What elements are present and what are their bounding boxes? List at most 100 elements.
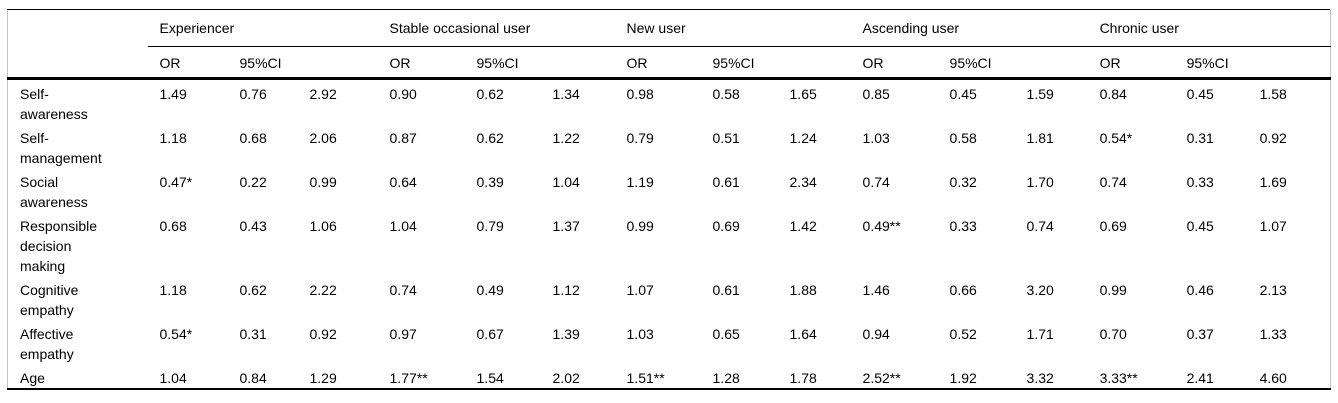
row-label-text: Age: [20, 370, 45, 386]
value-cell: 1.37: [552, 218, 580, 234]
value-cell: 0.61: [712, 282, 740, 298]
value-cell: 1.39: [552, 326, 580, 342]
value-cell: 0.70: [1099, 326, 1127, 342]
row-label-text: Self-awareness: [20, 86, 88, 122]
value-cell: 1.54: [476, 370, 504, 386]
value-cell: 1.04: [389, 218, 417, 234]
value-cell: 0.97: [389, 326, 417, 342]
value-cell: 1.58: [1259, 86, 1287, 102]
value-cell: 2.22: [309, 282, 337, 298]
value-cell: 3.33**: [1099, 370, 1138, 386]
row-label: Affective empathy: [8, 320, 148, 364]
paper-page: Experiencer Stable occasional user New use…: [7, 9, 1331, 390]
value-cell: 1.70: [1026, 174, 1054, 190]
value-cell: 0.22: [239, 174, 267, 190]
value-cell: 1.81: [1026, 130, 1054, 146]
value-cell: 0.79: [476, 218, 504, 234]
row-label-text: Social awareness: [20, 174, 88, 210]
value-cell: 2.06: [309, 130, 337, 146]
value-cell: 0.87: [389, 130, 417, 146]
value-cell: 0.58: [949, 130, 977, 146]
value-cell: 2.13: [1259, 282, 1287, 298]
value-cell: 2.02: [552, 370, 580, 386]
value-cell: 1.28: [712, 370, 740, 386]
value-cell: 1.59: [1026, 86, 1054, 102]
value-cell: 0.54*: [1099, 130, 1133, 146]
row-label: Self-awareness: [8, 79, 148, 125]
value-cell: 0.58: [712, 86, 740, 102]
value-cell: 0.47*: [159, 174, 193, 190]
value-cell: 1.69: [1259, 174, 1287, 190]
value-cell: 0.84: [1099, 86, 1127, 102]
value-cell: 1.88: [789, 282, 817, 298]
value-cell: 0.43: [239, 218, 267, 234]
value-cell: 1.07: [626, 282, 654, 298]
value-cell: 1.51**: [626, 370, 665, 386]
value-cell: 1.03: [626, 326, 654, 342]
value-cell: 0.90: [389, 86, 417, 102]
value-cell: 0.62: [476, 130, 504, 146]
value-cell: 0.99: [1099, 282, 1127, 298]
value-cell: 0.65: [712, 326, 740, 342]
value-cell: 0.99: [309, 174, 337, 190]
row-label-text: Self-management: [20, 130, 102, 166]
value-cell: 0.94: [862, 326, 890, 342]
value-cell: 1.49: [159, 86, 187, 102]
value-cell: 0.74: [862, 174, 890, 190]
value-cell: 0.74: [1099, 174, 1127, 190]
value-cell: 0.62: [239, 282, 267, 298]
table-row: Self-management 1.18 0.68 2.06 0.87 0.62 1.22 0…: [8, 124, 1331, 168]
ci-column-header: 95%CI: [700, 46, 851, 80]
subheader-row: OR 95%CI OR 95%CI OR 95%CI OR 95%CI OR 95%CI: [7, 46, 1331, 80]
value-cell: 2.92: [309, 86, 337, 102]
value-cell: 0.32: [949, 174, 977, 190]
value-cell: 0.51: [712, 130, 740, 146]
value-cell: 1.04: [552, 174, 580, 190]
value-cell: 1.71: [1026, 326, 1054, 342]
group-header: Chronic user: [1087, 9, 1331, 47]
value-cell: 2.52**: [862, 370, 901, 386]
value-cell: 0.49**: [862, 218, 901, 234]
value-cell: 0.62: [476, 86, 504, 102]
value-cell: 0.45: [1186, 218, 1214, 234]
corner-cell: [7, 46, 148, 80]
group-header: Ascending user: [850, 9, 1088, 47]
row-label: Self-management: [8, 124, 148, 168]
group-header: Stable occasional user: [377, 9, 615, 47]
value-cell: 3.20: [1026, 282, 1054, 298]
value-cell: 1.03: [862, 130, 890, 146]
value-cell: 1.77**: [389, 370, 428, 386]
table-row: Cognitive empathy 1.18 0.62 2.22 0.74 0.49 1.1…: [8, 276, 1331, 320]
row-label-text: Cognitive empathy: [20, 282, 79, 318]
value-cell: 0.64: [389, 174, 417, 190]
or-column-header: OR: [147, 46, 228, 80]
value-cell: 1.33: [1259, 326, 1287, 342]
row-label-text: Affective empathy: [20, 326, 74, 362]
or-column-header: OR: [850, 46, 938, 80]
value-cell: 0.69: [712, 218, 740, 234]
table-body: Self-awareness 1.49 0.76 2.92 0.90 0.62 1.34 0.…: [8, 79, 1331, 390]
value-cell: 0.92: [309, 326, 337, 342]
value-cell: 0.54*: [159, 326, 193, 342]
or-column-header: OR: [377, 46, 465, 80]
value-cell: 1.46: [862, 282, 890, 298]
value-cell: 0.31: [1186, 130, 1214, 146]
value-cell: 1.34: [552, 86, 580, 102]
group-header-row: Experiencer Stable occasional user New use…: [8, 9, 1331, 47]
ci-column-header: 95%CI: [227, 46, 378, 80]
or-column-header: OR: [614, 46, 701, 80]
table-row: Self-awareness 1.49 0.76 2.92 0.90 0.62 1.34 0.…: [8, 79, 1331, 125]
value-cell: 1.19: [626, 174, 654, 190]
value-cell: 0.84: [239, 370, 267, 386]
odds-ratio-table: Experiencer Stable occasional user New use…: [7, 9, 1331, 390]
value-cell: 0.68: [159, 218, 187, 234]
value-cell: 0.99: [626, 218, 654, 234]
group-header: Experiencer: [147, 9, 378, 47]
value-cell: 0.66: [949, 282, 977, 298]
value-cell: 3.32: [1026, 370, 1054, 386]
value-cell: 0.67: [476, 326, 504, 342]
table-row: Age 1.04 0.84 1.29 1.77** 1.54 2.02 1.51** 1.28 1…: [8, 364, 1331, 389]
value-cell: 0.85: [862, 86, 890, 102]
row-label: Cognitive empathy: [8, 276, 148, 320]
value-cell: 2.34: [789, 174, 817, 190]
